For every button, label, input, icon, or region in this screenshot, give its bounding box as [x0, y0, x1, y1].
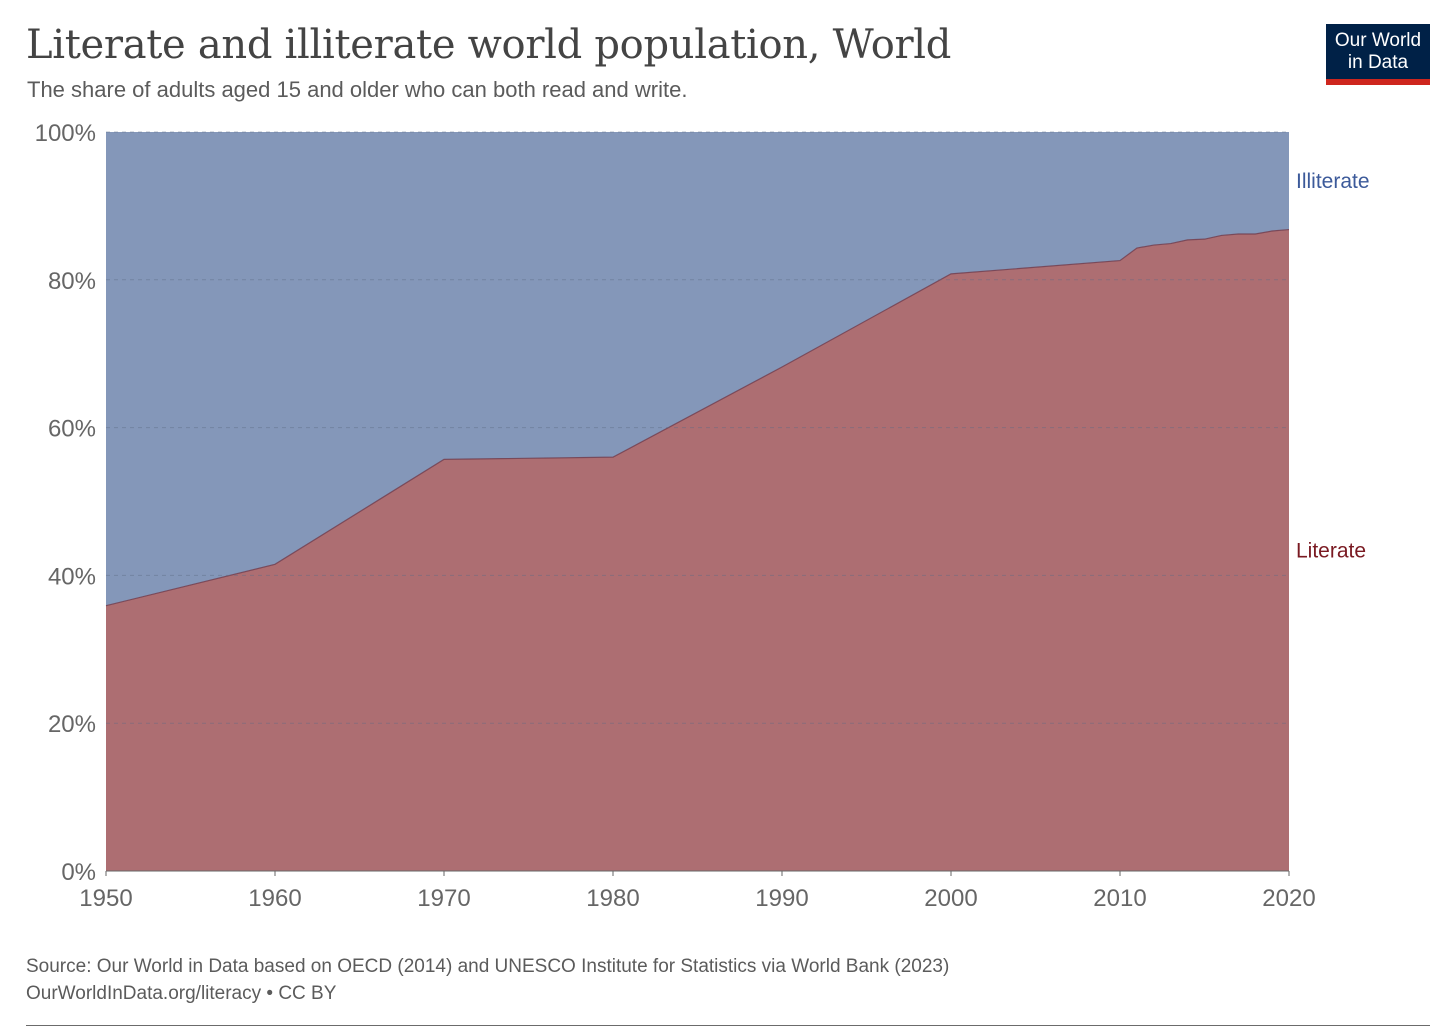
gridlines — [106, 131, 1289, 724]
x-tick-label: 1950 — [79, 885, 132, 912]
x-tick-label: 2020 — [1262, 885, 1315, 912]
area-layer — [105, 132, 1290, 872]
source-note: Source: Our World in Data based on OECD … — [26, 956, 950, 977]
x-tick-label: 1990 — [755, 885, 808, 912]
x-tick-label: 1960 — [248, 885, 301, 912]
series-label-illiterate: Illiterate — [1296, 170, 1370, 193]
series-labels: Literate Illiterate — [1296, 170, 1370, 562]
y-tick-label: 0% — [61, 859, 96, 886]
y-tick-label: 40% — [48, 563, 96, 590]
y-tick-label: 60% — [48, 416, 96, 443]
x-tick-label: 2010 — [1093, 885, 1146, 912]
url-license[interactable]: OurWorldInData.org/literacy • CC BY — [26, 983, 337, 1004]
x-tick-label: 1970 — [417, 885, 470, 912]
logo-line-1: Our World — [1334, 30, 1422, 51]
bottom-divider — [26, 1025, 1430, 1026]
y-tick-label: 20% — [48, 711, 96, 738]
area-illiterate — [106, 132, 1289, 606]
owid-logo[interactable]: Our World in Data — [1326, 24, 1430, 85]
y-tick-label: 100% — [35, 120, 96, 147]
area-chart: 0% 20% 40% 60% 80% 100% 1950 1960 1970 1980 1990 20… — [35, 120, 1370, 912]
x-tick-label: 2000 — [924, 885, 977, 912]
series-label-literate: Literate — [1296, 539, 1366, 562]
area-literate — [106, 229, 1289, 872]
chart-footer: Source: Our World in Data based on OECD … — [26, 953, 949, 1007]
logo-line-2: in Data — [1347, 52, 1409, 73]
series-boundary-line — [105, 228, 1290, 607]
y-tick-label: 80% — [48, 268, 96, 295]
chart-title: Literate and illiterate world population… — [26, 22, 952, 68]
chart-subtitle: The share of adults aged 15 and older wh… — [27, 77, 688, 102]
x-tick-label: 1980 — [586, 885, 639, 912]
axes: 0% 20% 40% 60% 80% 100% 1950 1960 1970 1980 1990 20… — [35, 120, 1316, 912]
